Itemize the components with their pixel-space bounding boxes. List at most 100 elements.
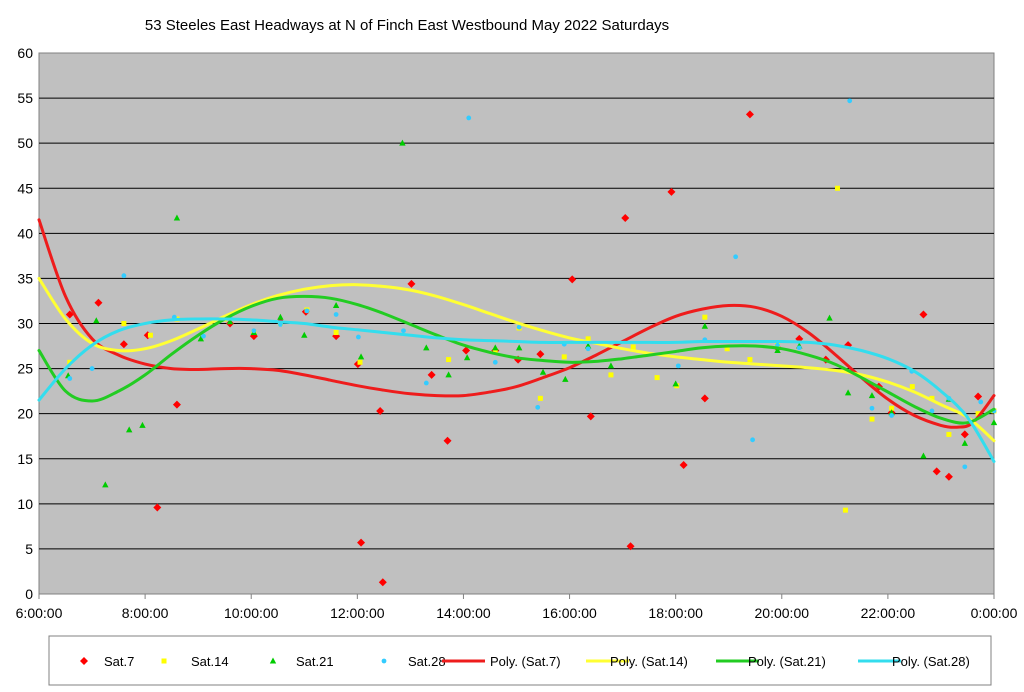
data-point bbox=[304, 308, 310, 314]
y-tick-label: 5 bbox=[25, 541, 33, 557]
data-point bbox=[826, 314, 833, 321]
data-point bbox=[702, 314, 708, 320]
legend-label: Poly. (Sat.14) bbox=[610, 654, 688, 669]
trendline bbox=[37, 317, 996, 463]
legend bbox=[48, 635, 992, 686]
data-point bbox=[750, 437, 755, 443]
x-tick-label: 16:00:00 bbox=[542, 605, 597, 621]
data-point bbox=[94, 298, 103, 307]
data-point bbox=[125, 426, 133, 433]
data-point bbox=[960, 430, 969, 439]
data-point bbox=[961, 439, 969, 446]
data-point bbox=[585, 346, 591, 352]
data-point bbox=[446, 357, 452, 363]
x-tick-label: 22:00:00 bbox=[861, 605, 916, 621]
data-point bbox=[868, 392, 876, 399]
data-point bbox=[332, 301, 340, 308]
legend-marker bbox=[381, 658, 387, 664]
data-point bbox=[357, 359, 363, 365]
data-point bbox=[355, 334, 361, 340]
data-point bbox=[774, 347, 781, 354]
y-tick-label: 45 bbox=[17, 180, 33, 196]
y-tick-label: 10 bbox=[17, 496, 33, 512]
y-tick-label: 50 bbox=[17, 135, 33, 151]
trendlines bbox=[37, 218, 996, 463]
data-point bbox=[586, 412, 595, 421]
trendline bbox=[37, 276, 996, 443]
x-tick-label: 14:00:00 bbox=[436, 605, 491, 621]
data-point bbox=[946, 431, 952, 437]
y-axis-tick-labels: 0 5 10 15 20 25 30 35 40 45 50 55 60 bbox=[17, 45, 33, 602]
y-tick-label: 40 bbox=[17, 225, 33, 241]
data-point bbox=[139, 421, 146, 428]
data-point bbox=[173, 214, 181, 221]
data-point bbox=[889, 413, 895, 418]
data-point bbox=[277, 313, 284, 320]
data-point bbox=[333, 312, 339, 317]
data-point bbox=[962, 464, 968, 470]
chart-title: 53 Steeles East Headways at N of Finch E… bbox=[145, 17, 669, 34]
data-point bbox=[700, 394, 709, 403]
data-point bbox=[675, 363, 681, 369]
trendline bbox=[37, 294, 996, 425]
legend-items: Sat.7 Sat.14 Sat.21 Sat.28 Poly. (Sat.7) Poly… bbox=[80, 654, 970, 669]
legend-label: Poly. (Sat.28) bbox=[892, 654, 970, 669]
legend-marker bbox=[80, 657, 88, 665]
gridlines bbox=[39, 97, 994, 550]
y-tick-label: 55 bbox=[17, 90, 33, 106]
y-tick-label: 15 bbox=[17, 451, 33, 467]
data-point bbox=[929, 408, 935, 414]
data-point bbox=[147, 332, 153, 338]
data-point bbox=[929, 395, 935, 401]
data-point bbox=[920, 452, 927, 459]
x-tick-label: 12:00:00 bbox=[330, 605, 385, 621]
data-point bbox=[378, 578, 387, 587]
data-point bbox=[492, 344, 499, 351]
data-point bbox=[679, 461, 688, 470]
y-tick-label: 0 bbox=[25, 586, 33, 602]
data-point bbox=[251, 328, 257, 334]
data-point bbox=[93, 317, 100, 324]
data-point bbox=[747, 357, 753, 363]
x-tick-label: 10:00:00 bbox=[224, 605, 279, 621]
data-point bbox=[516, 324, 522, 330]
data-point bbox=[197, 335, 205, 342]
data-point bbox=[537, 395, 543, 401]
data-point bbox=[889, 405, 895, 411]
x-tick-label: 18:00:00 bbox=[648, 605, 703, 621]
data-point bbox=[562, 375, 569, 382]
data-point bbox=[333, 330, 339, 336]
data-point bbox=[536, 350, 545, 359]
y-tick-label: 20 bbox=[17, 406, 33, 422]
data-point bbox=[932, 467, 941, 476]
data-point bbox=[89, 366, 95, 371]
data-point bbox=[443, 436, 452, 445]
data-point bbox=[974, 392, 983, 401]
data-point bbox=[102, 481, 109, 488]
data-point bbox=[407, 279, 416, 288]
legend-label: Sat.21 bbox=[296, 654, 334, 669]
data-point bbox=[492, 359, 498, 365]
data-point bbox=[796, 345, 802, 351]
data-point bbox=[463, 354, 471, 361]
data-point bbox=[535, 404, 541, 410]
data-point bbox=[975, 411, 981, 417]
data-point bbox=[842, 507, 848, 513]
x-axis-tick-labels: 6:00:00 8:00:00 10:00:00 12:00:00 14:00:00 16… bbox=[16, 594, 1018, 621]
data-point bbox=[847, 98, 853, 104]
data-point bbox=[153, 503, 162, 512]
data-point bbox=[990, 419, 998, 426]
data-point bbox=[357, 353, 365, 360]
data-point bbox=[568, 275, 577, 284]
legend-marker bbox=[269, 657, 277, 664]
data-point bbox=[667, 187, 676, 196]
data-point bbox=[919, 310, 928, 319]
data-point bbox=[733, 254, 739, 260]
data-point bbox=[626, 542, 635, 551]
data-point bbox=[745, 110, 754, 119]
data-point bbox=[172, 400, 181, 409]
x-tick-label: 0:00:00 bbox=[971, 605, 1018, 621]
data-point bbox=[944, 472, 953, 481]
data-point bbox=[423, 380, 429, 386]
